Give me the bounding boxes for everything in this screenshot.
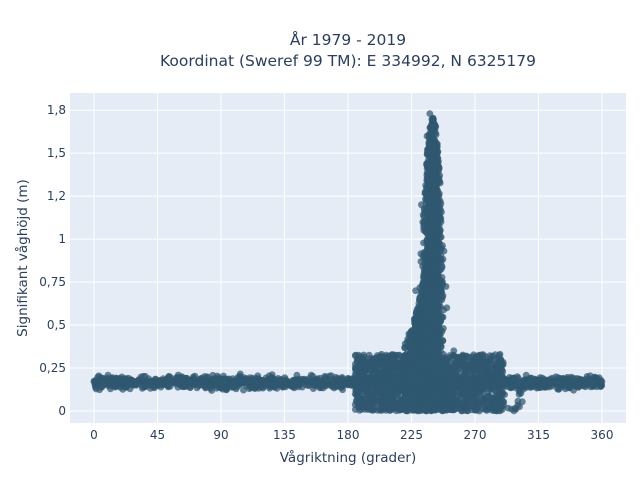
data-point xyxy=(479,405,486,413)
data-point xyxy=(354,354,362,362)
data-point xyxy=(439,313,447,321)
data-point xyxy=(556,385,563,392)
data-point xyxy=(414,309,421,317)
data-point xyxy=(473,375,480,383)
data-point xyxy=(407,367,415,375)
data-point xyxy=(466,358,473,365)
data-point xyxy=(491,387,499,395)
data-point xyxy=(111,383,119,391)
data-point xyxy=(351,364,359,371)
data-point xyxy=(561,381,568,389)
data-point xyxy=(587,383,595,391)
data-point xyxy=(480,355,487,362)
data-point xyxy=(484,380,491,388)
data-point xyxy=(331,376,339,384)
data-point xyxy=(236,370,244,378)
data-point xyxy=(240,386,247,394)
data-point xyxy=(226,379,234,387)
data-point xyxy=(522,371,530,379)
data-point xyxy=(402,378,409,386)
data-point xyxy=(548,374,556,382)
data-point xyxy=(542,384,549,391)
data-point xyxy=(424,162,432,170)
data-point xyxy=(365,392,372,400)
data-point xyxy=(96,376,104,383)
data-point xyxy=(365,361,373,369)
data-point xyxy=(452,372,460,380)
data-point xyxy=(248,380,255,387)
data-point xyxy=(355,395,362,403)
data-point xyxy=(312,380,319,387)
data-point xyxy=(581,381,589,389)
data-point xyxy=(419,262,426,270)
data-point xyxy=(439,372,446,380)
data-point xyxy=(351,372,359,380)
data-point xyxy=(365,351,373,359)
data-point xyxy=(526,384,534,391)
chart-title-line1: År 1979 - 2019 xyxy=(290,30,406,49)
data-point xyxy=(417,335,424,343)
data-point xyxy=(426,177,434,185)
data-point xyxy=(150,384,158,392)
data-point xyxy=(362,370,370,378)
data-point xyxy=(329,382,337,390)
data-point xyxy=(363,404,371,412)
data-point xyxy=(452,363,460,370)
data-point xyxy=(495,364,502,371)
data-point xyxy=(373,352,381,359)
data-point xyxy=(388,351,396,358)
data-point xyxy=(424,279,431,286)
data-point xyxy=(484,362,492,370)
data-point xyxy=(272,378,280,386)
data-point xyxy=(164,382,172,390)
data-point xyxy=(476,365,484,372)
data-point xyxy=(385,370,392,377)
data-point xyxy=(461,380,468,388)
grid xyxy=(70,93,626,423)
data-point xyxy=(292,377,299,385)
data-point xyxy=(381,355,389,363)
data-point xyxy=(487,357,495,364)
data-point xyxy=(358,381,366,389)
data-point xyxy=(432,278,439,286)
data-point xyxy=(496,385,504,392)
data-point xyxy=(377,364,384,372)
data-point xyxy=(569,379,576,387)
data-point xyxy=(467,385,475,392)
data-point xyxy=(421,219,429,226)
scatter-points xyxy=(90,110,606,415)
data-point xyxy=(358,406,365,413)
data-point xyxy=(412,380,420,388)
data-point xyxy=(165,373,172,381)
data-point xyxy=(358,390,365,398)
data-point xyxy=(437,233,445,241)
data-point xyxy=(474,355,482,363)
data-point xyxy=(138,384,146,392)
data-point xyxy=(444,375,452,383)
data-point xyxy=(462,374,470,382)
data-point xyxy=(352,387,360,394)
data-point xyxy=(358,362,365,370)
data-point xyxy=(211,382,218,390)
data-point xyxy=(202,378,210,385)
data-point xyxy=(189,377,197,385)
data-point xyxy=(533,384,541,392)
data-point xyxy=(494,354,502,362)
chart-title-line2: Koordinat (Sweref 99 TM): E 334992, N 63… xyxy=(160,52,536,70)
data-point xyxy=(408,375,416,382)
data-point xyxy=(451,353,458,361)
data-point xyxy=(373,374,381,382)
data-point xyxy=(399,368,407,376)
data-point xyxy=(505,377,513,384)
data-point xyxy=(369,381,377,389)
data-point xyxy=(337,378,345,385)
data-point xyxy=(211,375,219,383)
